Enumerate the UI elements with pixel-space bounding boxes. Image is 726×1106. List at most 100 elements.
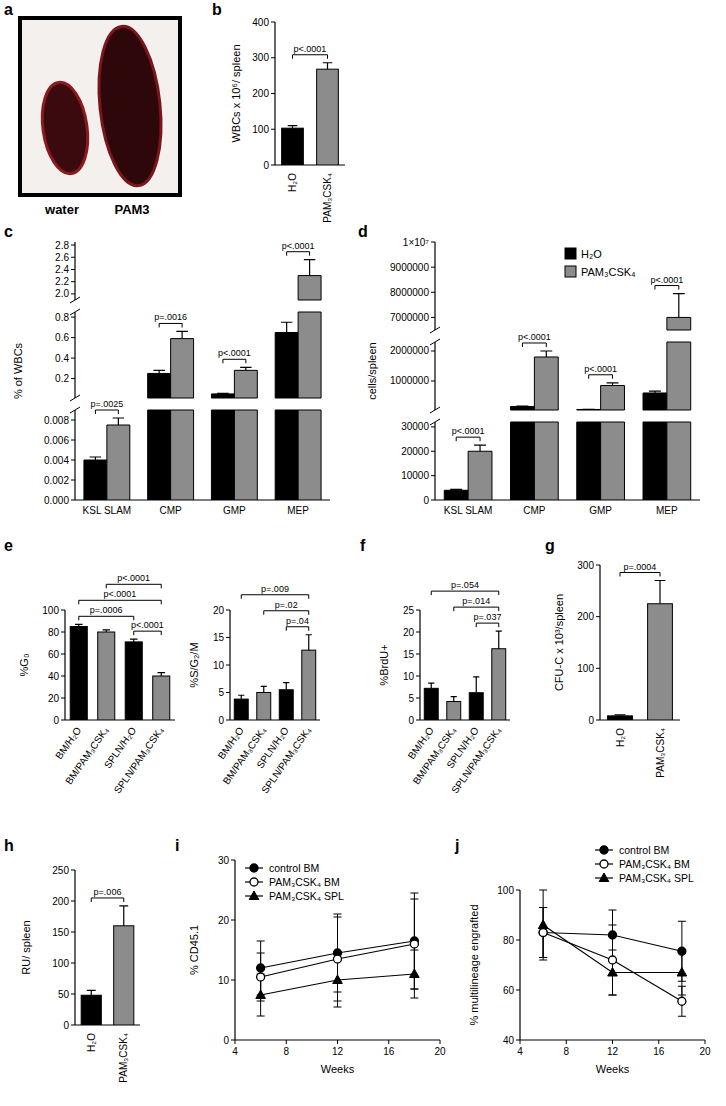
y-tick-label: 100 xyxy=(252,124,269,135)
legend-label: PAM₃CSK₄ BM xyxy=(269,876,340,888)
bar xyxy=(279,690,293,720)
y-tick-label: 100 xyxy=(42,605,59,616)
y-tick-label: 30 xyxy=(218,855,230,866)
y-tick-label: 80 xyxy=(503,935,515,946)
comparison-bracket xyxy=(241,595,309,599)
comparison-bracket xyxy=(620,573,660,577)
error-bar xyxy=(673,294,685,318)
y-axis-title: %G₀ xyxy=(18,654,30,677)
axis-break xyxy=(70,407,80,413)
y-tick-label: 2000000 xyxy=(390,345,429,356)
bar xyxy=(275,332,298,500)
bar xyxy=(534,357,558,500)
plot-area xyxy=(256,893,419,1016)
error-bar xyxy=(583,409,595,410)
y-axis xyxy=(74,242,75,300)
image-label: water xyxy=(44,202,79,217)
error-bar xyxy=(496,631,502,649)
y-axis xyxy=(599,565,600,720)
error-bar xyxy=(130,639,138,642)
bar xyxy=(468,451,492,500)
axis-break xyxy=(430,407,440,413)
y-tick-label: 20 xyxy=(403,627,415,638)
y-tick xyxy=(61,720,65,721)
comparison-label: p<.0001 xyxy=(452,426,485,436)
error-bar xyxy=(119,906,128,926)
x-axis-title: Weeks xyxy=(596,1063,630,1075)
legend-marker xyxy=(600,846,608,854)
y-tick-label: 0 xyxy=(63,1020,69,1031)
bar xyxy=(601,385,625,500)
panel-letter: a xyxy=(4,1,13,18)
x-tick xyxy=(286,1040,287,1044)
y-tick xyxy=(271,22,275,23)
legend-swatch xyxy=(565,266,576,277)
y-tick-label: 0.002 xyxy=(44,475,69,486)
error-bar xyxy=(609,925,617,995)
error-bar xyxy=(607,383,619,386)
comparison-label: p=.006 xyxy=(94,887,122,897)
error-bar xyxy=(238,695,244,699)
y-tick-label: 5 xyxy=(408,693,414,704)
y-axis-title: cells/spleen xyxy=(366,342,378,399)
comparison-label: p<.0001 xyxy=(117,573,150,583)
bar xyxy=(667,317,691,500)
comparison-label: p=.02 xyxy=(275,600,298,610)
bar xyxy=(84,460,107,500)
y-tick xyxy=(516,940,520,941)
y-tick xyxy=(71,480,75,481)
legend-label: control BM xyxy=(619,844,669,856)
comparison-label: p=.0006 xyxy=(90,605,123,615)
y-axis xyxy=(74,312,75,398)
y-tick-label: 0 xyxy=(588,715,594,726)
y-tick xyxy=(431,350,435,351)
plot-area xyxy=(424,631,505,720)
y-tick xyxy=(416,610,420,611)
error-bar xyxy=(113,418,124,425)
y-tick xyxy=(416,632,420,633)
marker xyxy=(678,997,686,1005)
comparison-label: p=.0025 xyxy=(90,399,123,409)
bar xyxy=(643,393,667,500)
comparison-label: p<.0001 xyxy=(282,241,315,251)
y-tick xyxy=(226,692,230,693)
image-label: PAM3 xyxy=(114,202,149,217)
y-axis-title: %BrdU+ xyxy=(378,644,390,685)
comparison-bracket xyxy=(134,631,162,635)
y-tick-label: 0.8 xyxy=(55,312,69,323)
legend-label: PAM₃CSK₄ SPL xyxy=(269,890,344,902)
y-tick-label: 1000000 xyxy=(390,375,429,386)
y-tick-label: 300 xyxy=(252,52,269,63)
comparison-bracket xyxy=(79,616,134,620)
panel-letter: c xyxy=(4,223,13,240)
comparison-bracket xyxy=(264,611,309,615)
marker xyxy=(609,931,617,939)
y-tick xyxy=(61,698,65,699)
error-bar xyxy=(157,673,165,676)
bar xyxy=(424,688,438,720)
axis-break xyxy=(430,339,440,345)
comparison-bracket xyxy=(287,252,310,256)
bar xyxy=(148,373,171,500)
y-axis xyxy=(434,242,435,330)
bar xyxy=(125,642,142,720)
y-tick-label: 0.4 xyxy=(55,353,69,364)
y-tick xyxy=(431,242,435,243)
x-tick xyxy=(520,1040,521,1044)
comparison-label: p<.0001 xyxy=(294,44,327,54)
y-tick-label: 7000000 xyxy=(390,312,429,323)
x-tick-label: 16 xyxy=(383,1046,395,1057)
y-tick-label: 0 xyxy=(408,715,414,726)
y-axis xyxy=(74,410,75,500)
panel-letter: f xyxy=(360,537,366,554)
y-tick xyxy=(71,245,75,246)
y-tick xyxy=(231,860,235,861)
y-tick-label: 300 xyxy=(577,560,594,571)
marker xyxy=(256,990,266,999)
y-tick-label: 0.008 xyxy=(44,415,69,426)
bar xyxy=(98,632,115,720)
y-tick-label: 2.6 xyxy=(55,252,69,263)
bar xyxy=(171,339,194,500)
comparison-label: p=.054 xyxy=(451,580,479,590)
bar xyxy=(70,627,87,721)
